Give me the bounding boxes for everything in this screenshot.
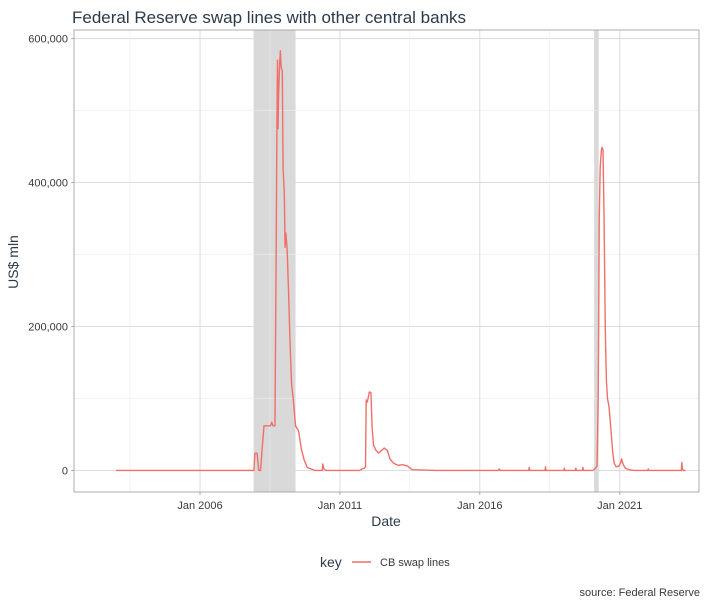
chart-title: Federal Reserve swap lines with other ce… [72,8,466,27]
x-tick-label: Jan 2006 [177,500,222,512]
legend-title: key [320,554,342,570]
y-tick-label: 600,000 [28,34,68,46]
caption: source: Federal Reserve [580,587,700,599]
y-axis-ticks: 0 200,000 400,000 600,000 [28,34,74,477]
y-axis-title: US$ mln [5,235,21,289]
plot-panel [73,29,700,493]
series-layer [116,50,686,472]
gridlines [74,30,699,492]
shaded-period-2 [594,30,599,492]
y-tick-label: 0 [62,465,68,477]
x-axis-title: Date [371,513,401,529]
series-line-1 [116,50,686,472]
x-tick-label: Jan 2021 [597,500,642,512]
x-axis-ticks: Jan 2006 Jan 2011 Jan 2016 Jan 2021 [177,492,642,512]
x-tick-label: Jan 2011 [318,500,362,512]
legend: key CB swap lines [320,554,450,570]
y-tick-label: 200,000 [28,321,68,333]
y-tick-label: 400,000 [28,178,68,190]
x-tick-label: Jan 2016 [457,500,502,512]
recession-shading [253,30,599,492]
legend-label: CB swap lines [380,557,450,569]
